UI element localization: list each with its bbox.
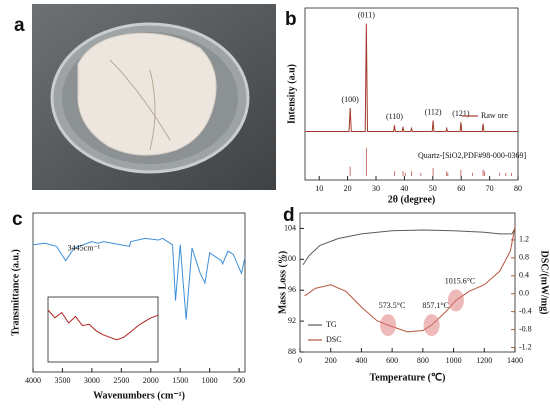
x-tick-label: 20	[344, 184, 352, 193]
panel-label: c	[12, 209, 23, 230]
panel-label: d	[283, 205, 295, 226]
x-tick-label: 1000	[202, 376, 218, 385]
series-line	[304, 226, 516, 333]
y-axis-label: Intensity (a.u)	[286, 64, 297, 124]
x-tick-label: 1200	[476, 356, 492, 365]
y2-axis-label: DSC/(mW/mg)	[539, 251, 550, 315]
y2-tick-label: 0.4	[519, 271, 529, 280]
highlight	[423, 314, 440, 337]
annotation: (110)	[386, 112, 403, 121]
x-axis-label: Wavenumbers (cm⁻¹)	[93, 390, 185, 401]
x-tick-label: 600	[386, 356, 398, 365]
highlight	[447, 289, 464, 312]
highlight	[380, 314, 397, 337]
legend-label: TG	[326, 320, 337, 329]
x-tick-label: 40	[400, 184, 408, 193]
y2-tick-label: -1.2	[519, 342, 532, 351]
reference-label: Quartz-[SiO2,PDF#98-000-0369]	[418, 151, 527, 160]
x-tick-label: 2000	[143, 376, 159, 385]
annotation: 857.1°C	[422, 301, 449, 310]
photo	[32, 4, 276, 190]
x-tick-label: 2500	[113, 376, 129, 385]
x-tick-label: 200	[325, 356, 337, 365]
x-tick-label: 80	[514, 184, 522, 193]
y-tick-label: 96	[288, 285, 296, 294]
annotation: 1015.6°C	[445, 276, 476, 285]
x-axis-label: 2θ (degree)	[388, 194, 436, 205]
y2-tick-label: -0.4	[519, 306, 532, 315]
x-tick-label: 1400	[507, 356, 523, 365]
series-line	[47, 309, 159, 341]
x-tick-label: 50	[429, 184, 437, 193]
x-tick-label: 70	[486, 184, 494, 193]
y2-tick-label: -0.8	[519, 324, 532, 333]
x-tick-label: 3000	[84, 376, 100, 385]
x-tick-label: 3500	[54, 376, 70, 385]
x-tick-label: 4000	[25, 376, 41, 385]
plot-frame	[299, 212, 516, 353]
annotation: (112)	[425, 107, 442, 116]
series-line	[32, 237, 246, 320]
y2-tick-label: 0.8	[519, 253, 529, 262]
legend-label: DSC	[326, 335, 342, 344]
x-axis-label: Temperature (℃)	[370, 372, 446, 383]
x-tick-label: 30	[372, 184, 380, 193]
annotation: (100)	[341, 95, 359, 104]
x-tick-label: 800	[417, 356, 429, 365]
plot-frame	[47, 296, 159, 363]
panel-label: a	[14, 15, 25, 36]
x-tick-label: 60	[457, 184, 465, 193]
annotation: (011)	[358, 10, 375, 19]
y2-tick-label: 1.2	[519, 235, 529, 244]
y-tick-label: 88	[288, 347, 296, 356]
x-tick-label: 400	[355, 356, 367, 365]
y-tick-label: 92	[288, 316, 296, 325]
series-line	[302, 228, 516, 266]
y-axis-label: Transmittance (a.u.)	[10, 249, 21, 336]
annotation: 3445cm⁻¹	[68, 244, 101, 253]
annotation: (121)	[452, 109, 470, 118]
legend-label: Raw ore	[481, 111, 508, 120]
series-line	[305, 23, 518, 133]
x-tick-label: 500	[233, 376, 245, 385]
y-tick-label: 104	[284, 223, 296, 232]
annotation: 573.5°C	[379, 301, 406, 310]
x-tick-label: 1000	[446, 356, 462, 365]
x-tick-label: 10	[315, 184, 323, 193]
y-axis-label: Mass Loss (%)	[277, 251, 288, 314]
panel-label: b	[285, 9, 297, 30]
y-tick-label: 100	[284, 254, 296, 263]
plot-frame	[304, 7, 519, 181]
x-tick-label: 0	[298, 356, 302, 365]
y2-tick-label: 0.0	[519, 289, 529, 298]
x-tick-label: 1500	[172, 376, 188, 385]
